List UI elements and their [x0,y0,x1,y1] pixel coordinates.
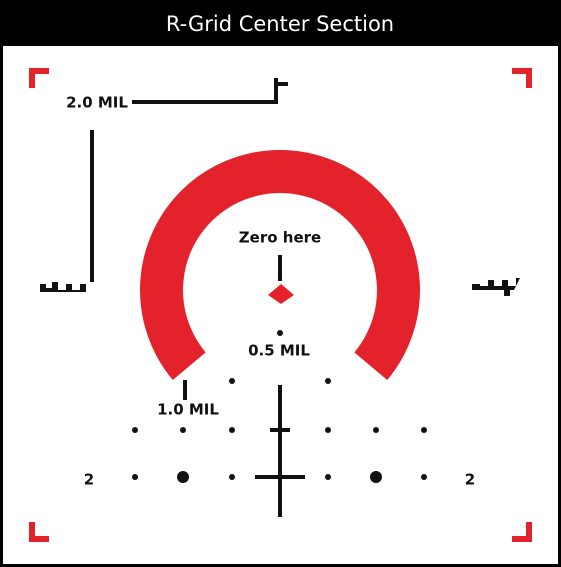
reticle-lines [90,78,305,517]
label-half-mil: 0.5 MIL [248,342,310,360]
header-bar [0,0,561,46]
hash-marks [40,278,520,296]
corner-brackets [29,68,532,542]
left-number: 2 [84,471,94,489]
dots [132,330,427,483]
red-arc [139,149,420,380]
aim-chevron [268,284,294,304]
label-two-mil: 2.0 MIL [66,94,128,112]
right-number: 2 [465,471,475,489]
header-title: R-Grid Center Section [166,12,394,36]
label-one-mil: 1.0 MIL [157,401,219,419]
label-zero: Zero here [239,229,321,247]
